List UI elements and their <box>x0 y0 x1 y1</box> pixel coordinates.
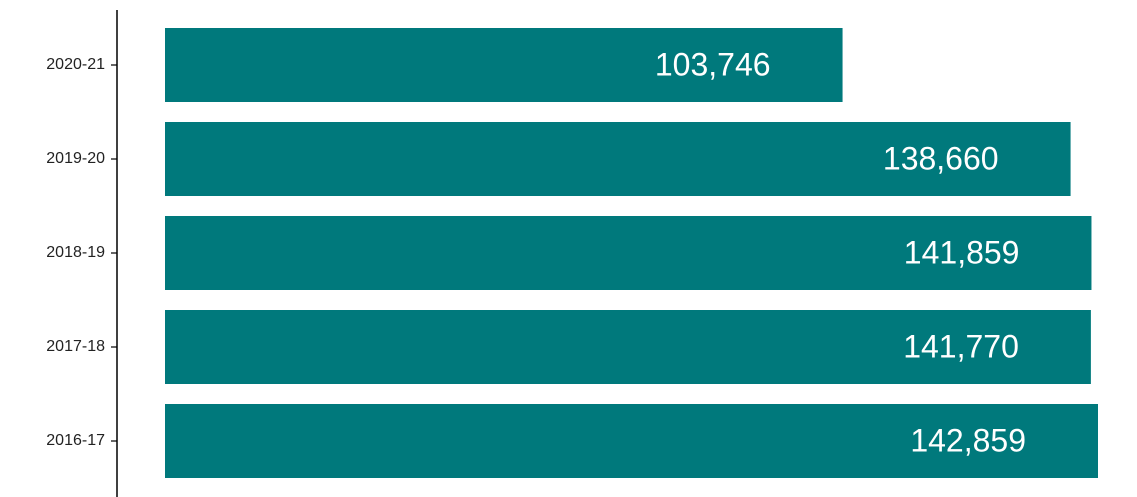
y-tick-label: 2016-17 <box>46 432 105 449</box>
data-label: 142,859 <box>910 422 1026 458</box>
bar <box>165 216 1092 290</box>
y-tick-label: 2018-19 <box>46 244 105 261</box>
data-label: 103,746 <box>655 46 771 82</box>
bar <box>165 122 1071 196</box>
y-tick-label: 2017-18 <box>46 338 105 355</box>
y-tick-label: 2019-20 <box>46 150 105 167</box>
bar <box>165 404 1098 478</box>
bar <box>165 28 843 102</box>
data-label: 141,859 <box>904 234 1020 270</box>
bar <box>165 310 1091 384</box>
data-label: 141,770 <box>903 328 1019 364</box>
data-label: 138,660 <box>883 140 999 176</box>
y-tick-label: 2020-21 <box>46 56 105 73</box>
